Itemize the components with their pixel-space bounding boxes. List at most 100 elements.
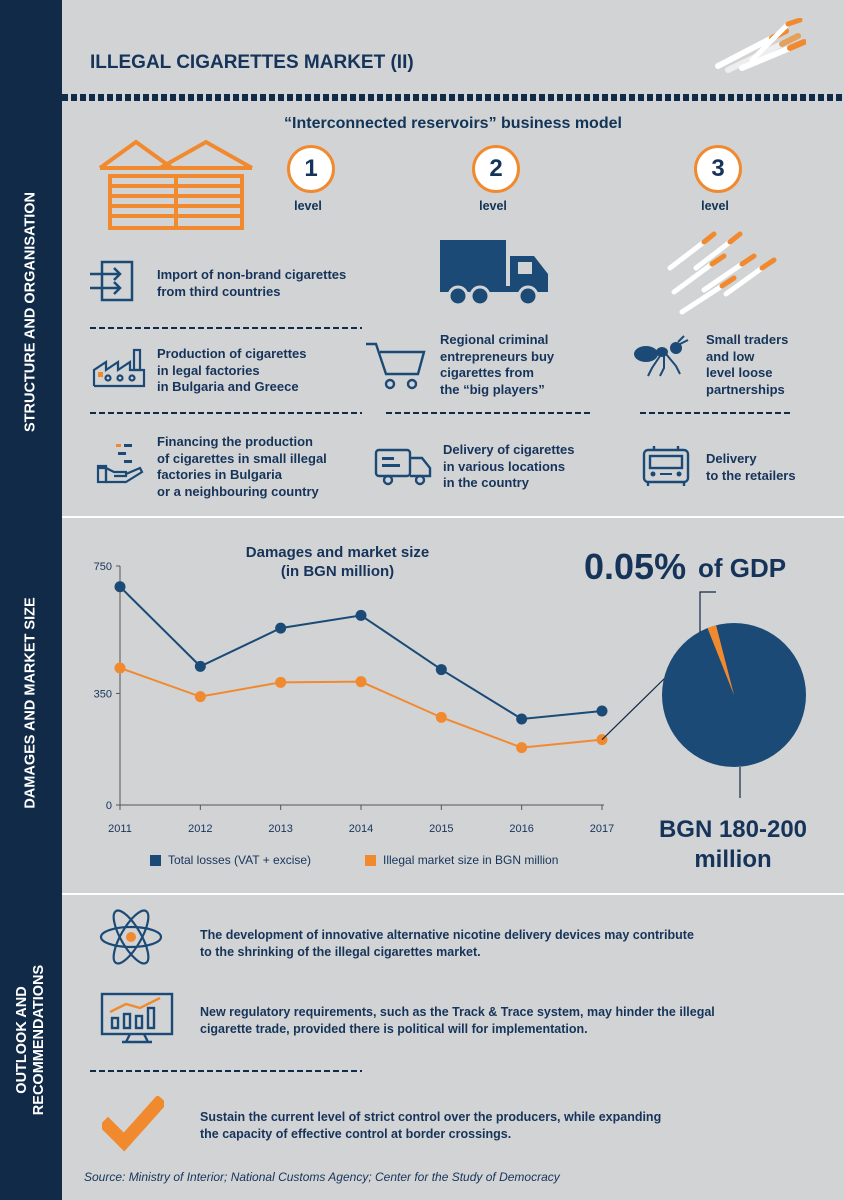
- series-point-0: [275, 622, 287, 634]
- shopping-cart-icon: [366, 342, 426, 390]
- text-line: in legal factories: [157, 362, 260, 378]
- col3-item1-text: Small traders and low level loose partne…: [706, 332, 788, 398]
- chart-subtitle-line: (in BGN million): [280, 563, 395, 580]
- truck-icon: [440, 240, 548, 307]
- series-point-0: [435, 664, 447, 676]
- page-title: ILLEGAL CIGARETTES MARKET (II): [90, 52, 414, 73]
- col2-item2-text: Delivery of cigarettes in various locati…: [443, 442, 575, 492]
- x-tick-label: 2012: [188, 823, 212, 835]
- text-line: Financing the production: [157, 434, 313, 449]
- col2-item1-text: Regional criminal entrepreneurs buy ciga…: [440, 332, 554, 398]
- section-label-outlook: OUTLOOK AND RECOMMENDATIONS: [14, 965, 48, 1115]
- section-divider: [62, 893, 844, 895]
- text-line: partnerships: [706, 381, 785, 397]
- legend-swatch-orange: [365, 854, 376, 866]
- dashed-divider: [90, 412, 362, 414]
- financing-hand-icon: [96, 444, 144, 484]
- level-3-label: level: [701, 199, 729, 213]
- section-label-outlook-line2: RECOMMENDATIONS: [31, 964, 47, 1116]
- text-line: in Bulgaria and Greece: [157, 379, 299, 394]
- text-line: of cigarettes in small illegal: [157, 450, 327, 466]
- section-label-outlook-line1: OUTLOOK AND: [14, 986, 30, 1094]
- gdp-callout-line: [699, 591, 716, 632]
- series-point-0: [194, 660, 206, 672]
- text-line: The development of innovative alternativ…: [200, 928, 694, 942]
- damages-line-chart: 0 350 750 2011 2012 2013 2014 2015 2016 2017: [94, 561, 806, 835]
- text-line: Delivery of cigarettes: [443, 442, 575, 457]
- col1-item3-text: Financing the production of cigarettes i…: [157, 434, 327, 500]
- text-line: the capacity of effective control at bor…: [200, 1126, 512, 1141]
- text-line: entrepreneurs buy: [440, 348, 555, 364]
- text-line: factories in Bulgaria: [157, 467, 282, 482]
- chart-title: Damages and market size (in BGN million): [200, 543, 475, 581]
- legend-total-losses: Total losses (VAT + excise): [150, 853, 311, 867]
- x-tick-label: 2016: [509, 823, 533, 835]
- text-line: Small traders: [706, 332, 789, 347]
- section-divider: [62, 516, 844, 518]
- text-line: level loose: [706, 365, 773, 380]
- text-line: and low: [706, 348, 755, 364]
- sidebar: [0, 0, 62, 1200]
- atom-icon: [99, 909, 163, 965]
- business-model-subtitle: “Interconnected reservoirs” business mod…: [284, 115, 622, 132]
- gdp-label: of GDP: [698, 553, 787, 583]
- text-line: Delivery: [706, 451, 757, 466]
- text-line: Regional criminal: [440, 332, 549, 347]
- series-point-1: [355, 676, 367, 688]
- bgn-amount: BGN 180-200 million: [648, 815, 818, 875]
- level-1-badge: 1: [287, 145, 335, 193]
- series-point-0: [596, 705, 608, 717]
- level-3-badge: 3: [694, 145, 742, 193]
- text-line: Production of cigarettes: [157, 346, 307, 361]
- series-point-0: [516, 713, 528, 725]
- cigarettes-icon: [715, 18, 806, 73]
- level-2-label: level: [479, 199, 507, 213]
- section-label-damages: DAMAGES AND MARKET SIZE: [22, 597, 39, 809]
- legend-label: Illegal market size in BGN million: [383, 853, 559, 867]
- checkmark-icon: [102, 1096, 164, 1152]
- x-tick-label: 2011: [108, 823, 132, 835]
- x-tick-label: 2015: [429, 823, 453, 835]
- y-tick-label: 0: [106, 800, 112, 812]
- dashed-divider: [90, 1070, 362, 1072]
- legend-swatch-blue: [150, 854, 161, 866]
- bgn-amount-line1: BGN 180-200: [658, 816, 808, 843]
- text-line: or a neighbouring country: [157, 483, 319, 499]
- text-line: in the country: [443, 475, 529, 490]
- section-label-structure: STRUCTURE AND ORGANISATION: [22, 191, 39, 433]
- delivery-truck-icon: [374, 448, 432, 486]
- series-point-0: [114, 581, 126, 593]
- level-2-badge: 2: [472, 145, 520, 193]
- outlook-item2-text: New regulatory requirements, such as the…: [200, 1004, 715, 1037]
- legend-label: Total losses (VAT + excise): [168, 853, 312, 867]
- level-1-label: level: [294, 199, 322, 213]
- pie-connector: [601, 676, 667, 741]
- monitor-chart-icon: [100, 992, 174, 1044]
- text-line: Import of non-brand cigarettes: [157, 267, 347, 282]
- series-point-1: [275, 676, 287, 688]
- gdp-percentage: 0.05%: [584, 546, 687, 587]
- text-line: cigarette trade, provided there is polit…: [200, 1021, 588, 1036]
- factory-icon: [92, 348, 146, 388]
- text-line: Sustain the current level of strict cont…: [200, 1110, 662, 1124]
- col1-item1-text: Import of non-brand cigarettes from thir…: [157, 267, 346, 300]
- x-tick-label: 2017: [590, 823, 614, 835]
- dashed-divider: [640, 412, 792, 414]
- y-tick-label: 750: [94, 561, 112, 573]
- outlook-item3-text: Sustain the current level of strict cont…: [200, 1109, 661, 1142]
- series-point-1: [194, 691, 206, 703]
- col3-item2-text: Delivery to the retailers: [706, 451, 796, 484]
- ant-icon: [634, 335, 689, 377]
- pie-gdp-slice: [707, 625, 734, 695]
- outlook-item1-text: The development of innovative alternativ…: [200, 927, 694, 960]
- delivery-van-icon: [642, 446, 690, 486]
- series-point-1: [516, 742, 528, 754]
- x-tick-label: 2014: [349, 823, 373, 835]
- series-point-0: [355, 609, 367, 621]
- text-line: cigarettes from: [440, 365, 534, 380]
- text-line: to the retailers: [706, 467, 796, 483]
- cigarettes-group-icon: [667, 231, 777, 315]
- series-point-1: [114, 662, 126, 674]
- col1-item2-text: Production of cigarettes in legal factor…: [157, 346, 307, 396]
- series-point-1: [435, 711, 447, 723]
